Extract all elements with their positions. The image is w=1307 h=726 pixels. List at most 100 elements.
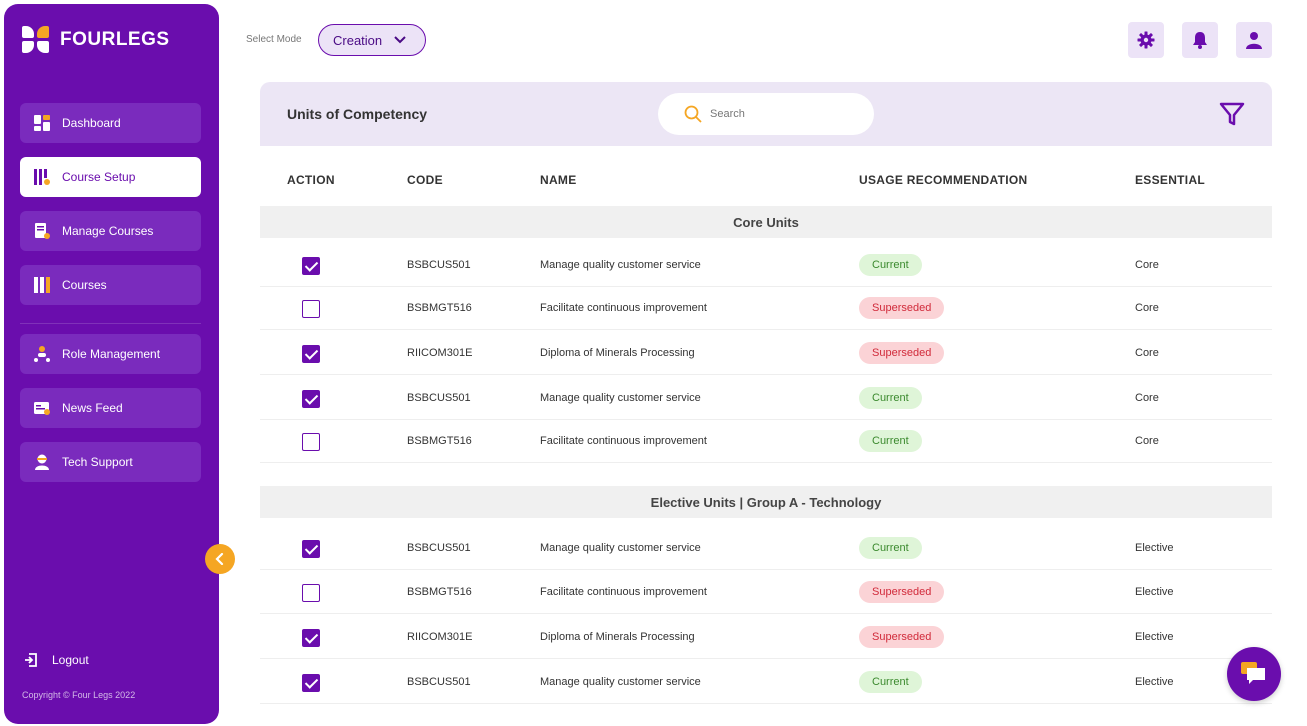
row-code: BSBMGT516 <box>407 302 472 314</box>
bell-icon <box>1193 32 1207 49</box>
row-name: Manage quality customer service <box>540 676 701 688</box>
row-essential: Elective <box>1135 542 1174 554</box>
table-row: RIICOM301E Diploma of Minerals Processing… <box>260 332 1272 375</box>
row-select-checkbox[interactable] <box>302 433 320 451</box>
row-name: Diploma of Minerals Processing <box>540 347 695 359</box>
mode-select-dropdown[interactable]: Creation <box>318 24 426 56</box>
row-essential: Core <box>1135 302 1159 314</box>
sidebar-item-tech-support[interactable]: Tech Support <box>20 442 201 482</box>
logout-icon <box>25 653 37 667</box>
usage-status-badge: Current <box>859 430 922 452</box>
brand-name: FOURLEGS <box>60 29 170 50</box>
row-name: Facilitate continuous improvement <box>540 586 707 598</box>
table-row: BSBCUS501 Manage quality customer service… <box>260 527 1272 570</box>
sidebar-item-news-feed[interactable]: News Feed <box>20 388 201 428</box>
table-row: BSBMGT516 Facilitate continuous improveme… <box>260 571 1272 614</box>
row-select-checkbox[interactable] <box>302 390 320 408</box>
profile-button[interactable] <box>1236 22 1272 58</box>
role-management-icon <box>34 346 50 362</box>
row-essential: Elective <box>1135 586 1174 598</box>
row-essential: Core <box>1135 392 1159 404</box>
column-header-code: CODE <box>407 173 443 187</box>
usage-status-badge: Current <box>859 671 922 693</box>
sidebar-item-label: Role Management <box>62 347 161 361</box>
courses-icon <box>34 277 50 293</box>
dashboard-icon <box>34 115 50 131</box>
row-code: BSBCUS501 <box>407 259 471 271</box>
row-name: Manage quality customer service <box>540 259 701 271</box>
table-row: BSBMGT516 Facilitate continuous improveme… <box>260 420 1272 463</box>
row-essential: Core <box>1135 435 1159 447</box>
column-header-name: NAME <box>540 173 577 187</box>
row-code: BSBMGT516 <box>407 435 472 447</box>
row-select-checkbox[interactable] <box>302 674 320 692</box>
row-select-checkbox[interactable] <box>302 629 320 647</box>
search-input[interactable] <box>710 108 850 120</box>
table-row: BSBCUS501 Manage quality customer service… <box>260 661 1272 704</box>
table-row: RIICOM301E Diploma of Minerals Processing… <box>260 616 1272 659</box>
row-essential: Core <box>1135 347 1159 359</box>
course-setup-icon <box>34 169 50 185</box>
row-select-checkbox[interactable] <box>302 540 320 558</box>
logout-label: Logout <box>52 653 89 667</box>
row-select-checkbox[interactable] <box>302 345 320 363</box>
row-code: BSBMGT516 <box>407 586 472 598</box>
filter-icon <box>1219 102 1245 126</box>
sidebar-item-label: Courses <box>62 278 107 292</box>
chat-button[interactable] <box>1227 647 1281 701</box>
news-feed-icon <box>34 400 50 416</box>
panel-title: Units of Competency <box>287 106 428 122</box>
column-header-essential: ESSENTIAL <box>1135 173 1206 187</box>
user-icon <box>1246 32 1262 49</box>
sidebar-item-courses[interactable]: Courses <box>20 265 201 305</box>
row-name: Manage quality customer service <box>540 392 701 404</box>
sidebar-item-course-setup[interactable]: Course Setup <box>20 157 201 197</box>
mode-select-value: Creation <box>333 32 383 48</box>
chevron-left-icon <box>215 553 224 565</box>
sidebar: FOURLEGS Dashboard Course Setup Manage C… <box>4 4 235 724</box>
row-essential: Elective <box>1135 676 1174 688</box>
row-name: Facilitate continuous improvement <box>540 302 707 314</box>
search-icon <box>684 105 702 123</box>
table-row: BSBCUS501 Manage quality customer service… <box>260 377 1272 420</box>
row-select-checkbox[interactable] <box>302 584 320 602</box>
sidebar-collapse-button[interactable] <box>205 544 235 574</box>
table-header: ACTION CODE NAME USAGE RECOMMENDATION ES… <box>260 146 1272 206</box>
row-select-checkbox[interactable] <box>302 300 320 318</box>
sidebar-item-dashboard[interactable]: Dashboard <box>20 103 201 143</box>
group-header-core-units: Core Units <box>260 206 1272 238</box>
row-code: RIICOM301E <box>407 347 473 359</box>
row-code: BSBCUS501 <box>407 542 471 554</box>
tech-support-icon <box>34 454 50 470</box>
row-name: Facilitate continuous improvement <box>540 435 707 447</box>
select-mode-label: Select Mode <box>246 34 302 45</box>
usage-status-badge: Current <box>859 254 922 276</box>
usage-status-badge: Superseded <box>859 297 945 319</box>
sidebar-item-role-management[interactable]: Role Management <box>20 334 201 374</box>
chat-icon <box>1241 662 1265 684</box>
column-header-action: ACTION <box>287 173 335 187</box>
gear-icon <box>1137 31 1155 49</box>
settings-button[interactable] <box>1128 22 1164 58</box>
chevron-down-icon <box>394 36 406 44</box>
copyright-text: Copyright © Four Legs 2022 <box>22 690 136 700</box>
row-essential: Elective <box>1135 631 1174 643</box>
sidebar-divider <box>20 323 201 324</box>
units-panel-header: Units of Competency <box>260 82 1272 146</box>
row-code: BSBCUS501 <box>407 392 471 404</box>
logout-button[interactable]: Logout <box>24 653 89 667</box>
row-name: Manage quality customer service <box>540 542 701 554</box>
column-header-usage: USAGE RECOMMENDATION <box>859 173 1028 187</box>
sidebar-item-manage-courses[interactable]: Manage Courses <box>20 211 201 251</box>
usage-status-badge: Current <box>859 537 922 559</box>
sidebar-item-label: Course Setup <box>62 170 136 184</box>
search-box[interactable] <box>658 93 874 135</box>
scroll-fade <box>260 712 1272 726</box>
notifications-button[interactable] <box>1182 22 1218 58</box>
filter-button[interactable] <box>1218 100 1246 128</box>
sidebar-item-label: Dashboard <box>62 116 121 130</box>
sidebar-item-label: Tech Support <box>62 455 133 469</box>
row-select-checkbox[interactable] <box>302 257 320 275</box>
manage-courses-icon <box>34 223 50 239</box>
